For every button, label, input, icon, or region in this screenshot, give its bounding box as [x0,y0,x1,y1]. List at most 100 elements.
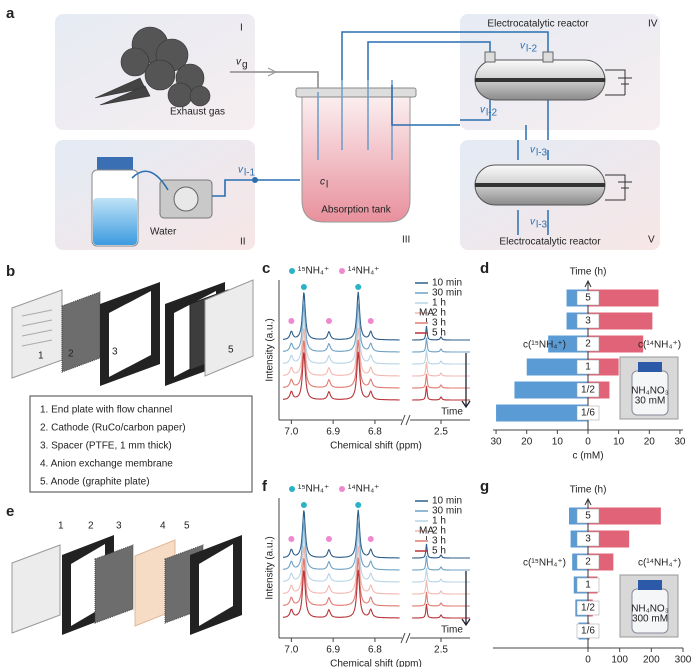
inset-cap [638,362,662,372]
bar [588,312,653,330]
panel-label: a [6,5,15,22]
x-tick-label: 20 [521,437,533,448]
flow-sub: g [242,60,248,71]
category-box [576,554,600,570]
port [542,51,554,63]
node [252,177,258,183]
legend-label: 10 min [432,496,462,507]
y-axis-label: Time (h) [570,485,607,496]
category-box [576,623,600,639]
spectrum [283,545,470,595]
electrode [94,544,134,624]
spectrum [283,339,470,389]
channel [21,339,53,347]
category-box [576,359,600,375]
channel [21,309,53,317]
bar [588,289,659,307]
bar [514,381,588,399]
category-box [576,508,600,524]
flow-symbol: v [238,165,244,176]
x-tick-label: 300 [675,655,692,666]
category-label: 1 [585,580,591,591]
water [93,198,137,245]
x-tick-label: 7.0 [284,645,298,656]
spectrum [283,303,470,353]
flow-symbol: v [480,105,486,116]
panel-label: f [262,478,268,495]
spectrum [283,533,470,583]
legend-label: c(¹⁵NH₄⁺) [523,558,566,569]
legend-label: 2 h [432,308,446,319]
box-label: V [648,235,655,246]
x-tick-label: 6.9 [326,645,340,656]
inset-cap [638,580,662,590]
cap [97,157,133,171]
spectrum [283,315,470,365]
spacer-window [109,291,151,377]
caption: Electrocatalytic reactor [499,237,601,248]
legend-item: 4. Anion exchange membrane [40,459,173,470]
category-box [576,313,600,329]
panel-label: e [6,503,14,520]
legend-item: 2. Cathode (RuCo/carbon paper) [40,423,186,434]
flow-symbol: v [520,41,526,52]
category-label: 1/2 [581,385,595,396]
conc-symbol: c [320,177,325,188]
x-tick-label: 6.9 [326,427,340,438]
circuit [605,174,632,201]
caption: Absorption tank [321,205,391,216]
bar [588,335,644,353]
box-label: I [240,23,243,34]
legend-label: 30 min [432,506,462,517]
category-box [576,405,600,421]
legend-label: ¹⁵NH₄⁺ [298,484,329,495]
x-tick-label: 100 [611,655,628,666]
spectrum [283,327,470,377]
category-label: 3 [585,316,591,327]
legend-item: 3. Spacer (PTFE, 1 mm thick) [40,441,172,452]
category-label: 1/6 [581,626,595,637]
panel-label: b [6,263,15,280]
x-axis-label: c (mM) [572,451,603,462]
legend-item: 5. Anode (graphite plate) [40,477,150,488]
legend-label: 5 h [432,328,446,339]
callout: 1 [58,521,64,532]
flow-sub: l-3 [536,220,548,231]
x-tick-label: 30 [491,437,503,448]
spectrum [283,351,470,401]
flow-sub: l-3 [536,148,548,159]
category-box [576,577,600,593]
port [484,51,496,63]
legend-label: ¹⁵NH₄⁺ [298,266,329,277]
water-line [131,170,300,197]
peak-marker [367,536,374,542]
legend-label: c(¹⁴NH₄⁺) [638,558,681,569]
x-axis-label: Chemical shift (ppm) [330,659,422,667]
inset-text: NH₄NO₃ [631,604,669,615]
category-label: 2 [585,339,591,350]
axis-break [400,414,411,426]
flow-sub: l-2 [526,44,538,55]
flow-sub: l-1 [244,168,256,179]
legend-label: 3 h [432,536,446,547]
inset-text: 300 mM [632,614,668,625]
time-arrow [461,571,471,627]
callout: 3 [116,521,122,532]
callout: 5 [184,521,190,532]
annotation: MA [419,526,434,537]
exhaust-cloud [94,26,211,108]
flow-symbol: v [530,145,536,156]
peak-marker [300,284,307,290]
y-axis-label: Intensity (a.u.) [265,536,276,599]
time-arrow [461,353,471,409]
box-label: IV [648,19,658,30]
legend-label: 1 h [432,516,446,527]
x-tick-label: 6.8 [368,427,382,438]
peak-marker [288,318,295,324]
x-tick-label: 200 [643,655,660,666]
peak-marker [355,284,362,290]
legend-label: 1 h [432,298,446,309]
legend-label: 30 min [432,288,462,299]
category-box [576,336,600,352]
axis-break [400,632,411,644]
